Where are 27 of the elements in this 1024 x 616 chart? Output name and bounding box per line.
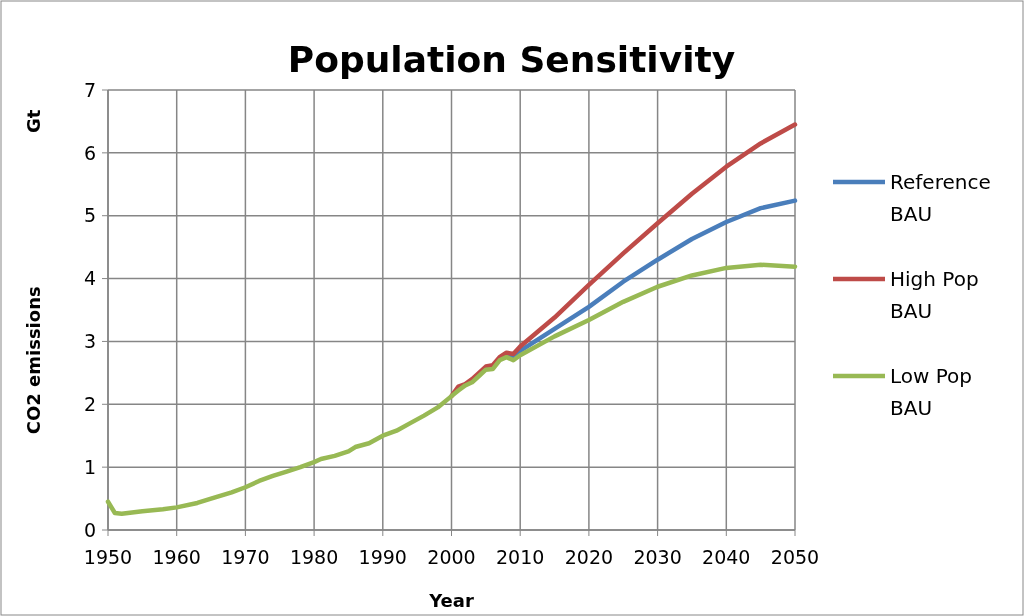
y-tick-label: 6: [83, 141, 96, 164]
x-tick-label: 2020: [564, 546, 614, 568]
text: Gt: [23, 109, 44, 134]
y-tick-label: 5: [83, 204, 96, 227]
x-tick-label: 2000: [427, 546, 476, 568]
x-tick-label: 1950: [83, 546, 133, 568]
x-tick-label: 2040: [702, 546, 751, 568]
y-tick-label: 0: [83, 518, 96, 541]
y-tick-label: 3: [83, 330, 96, 353]
x-tick-label: 1970: [221, 546, 270, 568]
x-tick-label: 1960: [152, 546, 201, 568]
y-axis-title: CO2 emissions: [23, 286, 44, 435]
y-tick-label: 7: [83, 78, 96, 101]
legend-label: High Pop BAU: [890, 267, 979, 323]
legend-label: Reference BAU: [890, 170, 991, 226]
y-tick-label: 4: [83, 267, 96, 290]
chart-title: Population Sensitivity: [287, 39, 736, 80]
x-tick-label: 2050: [770, 546, 820, 568]
x-tick-label: 2030: [633, 546, 682, 568]
x-tick-label: 1980: [289, 546, 339, 568]
y-tick-label: 2: [83, 392, 96, 415]
y-tick-label: 1: [83, 455, 96, 478]
line-series: [105, 262, 798, 516]
x-axis-title: Year: [428, 590, 474, 611]
x-tick-label: 2010: [496, 546, 545, 568]
legend-label: Low Pop BAU: [890, 364, 973, 420]
x-tick-label: 1990: [358, 546, 407, 568]
